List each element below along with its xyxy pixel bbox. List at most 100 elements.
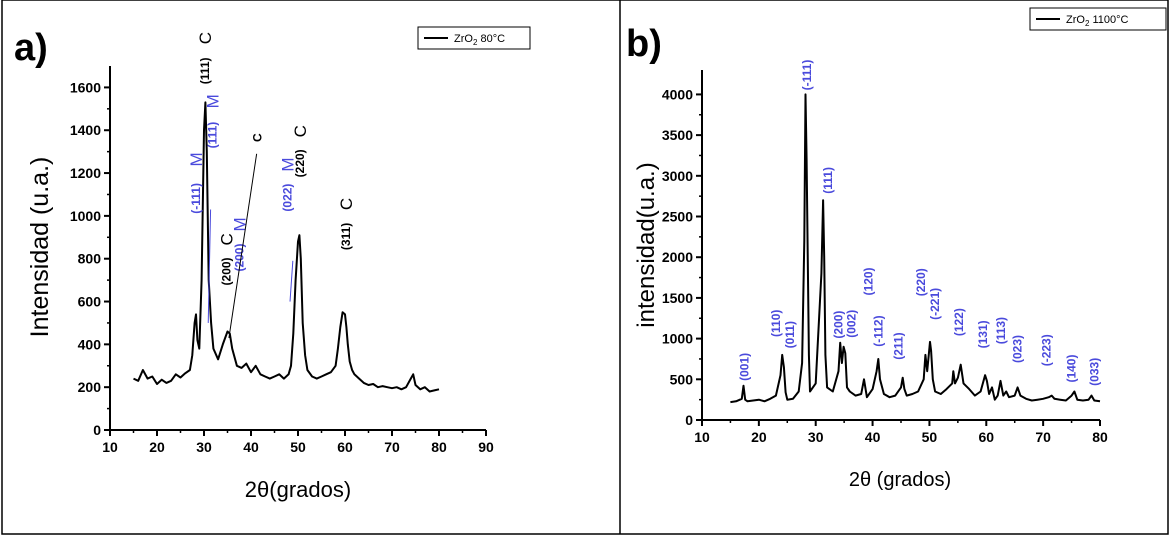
x-tick-label: 20 (751, 429, 767, 445)
peak-annotation: (110) (769, 310, 783, 337)
y-tick-label: 1600 (70, 79, 101, 95)
peak-annotation: (200) (831, 311, 845, 339)
y-tick-label: 1200 (70, 165, 101, 181)
phase-label: C (337, 198, 356, 210)
y-axis-label: intensidad(u.a.) (633, 162, 660, 327)
peak-annotation: (111) (821, 167, 835, 194)
peak-label: (111) (198, 57, 212, 84)
legend-label: ZrO2 1100°C (1066, 14, 1129, 28)
peak-annotation: C (251, 133, 265, 142)
x-tick-label: 70 (384, 439, 400, 455)
legend-box (417, 26, 531, 50)
y-tick-label: 1000 (662, 331, 693, 347)
y-tick-label: 1000 (70, 208, 101, 224)
x-tick-label: 60 (337, 439, 353, 455)
peak-label: (033) (1087, 358, 1101, 386)
peak-annotation: (022) M (279, 157, 298, 211)
y-tick-label: 1400 (70, 122, 101, 138)
peak-label: (311) (339, 223, 353, 250)
phase-label: C (291, 125, 310, 137)
y-tick-label: 600 (78, 294, 102, 310)
peak-annotation: (220) (914, 268, 928, 296)
x-tick-label: 10 (102, 439, 118, 455)
diffractogram-line (133, 101, 440, 393)
phase-label: M (203, 94, 222, 108)
legend-box (1029, 7, 1167, 31)
x-axis-label: 2θ(grados) (245, 477, 351, 502)
y-tick-label: 500 (670, 371, 694, 387)
peak-label: (200) (220, 257, 234, 285)
x-tick-label: 90 (478, 439, 494, 455)
peak-label: (220) (914, 268, 928, 296)
peak-annotation: (023) (1011, 335, 1025, 363)
peak-annotation: (120) (862, 267, 876, 295)
y-tick-label: 3500 (662, 127, 693, 143)
peak-label: (011) (783, 321, 797, 348)
peak-label: (002) (845, 310, 859, 338)
y-tick-label: 1500 (662, 290, 693, 306)
phase-label: M (279, 157, 298, 171)
y-tick-label: 3000 (662, 168, 693, 184)
peak-annotation: (-223) (1040, 334, 1054, 366)
peak-annotation: (-111) M (187, 152, 206, 213)
peak-annotation: (211) (892, 332, 906, 359)
peak-annotation: (-112) (871, 315, 885, 346)
peak-label: (200) (831, 311, 845, 339)
x-axis-label: 2θ (grados) (849, 469, 951, 491)
peak-annotation: (-221) (928, 288, 942, 320)
peak-annotation: (131) (976, 320, 990, 348)
y-axis-label: Intensidad (u.a.) (26, 157, 54, 338)
diffractogram-line (730, 93, 1101, 404)
x-tick-label: 80 (431, 439, 447, 455)
phase-label: C (218, 233, 237, 245)
x-tick-label: 70 (1035, 429, 1051, 445)
annotation-leader-line (289, 260, 294, 302)
peak-label: C (251, 133, 265, 142)
y-tick-label: 4000 (662, 86, 693, 102)
y-tick-label: 200 (78, 379, 102, 395)
peak-label: (-112) (871, 315, 885, 346)
legend-label: ZrO2 80°C (454, 33, 505, 47)
panel-b: 10 20 30 40 50 60 70 80 0 500 1000 1500 2000 2500 3000… (626, 7, 1167, 491)
peak-label: (110) (769, 310, 783, 337)
peak-annotation: (011) (783, 321, 797, 348)
peak-annotation: (200) C (218, 233, 237, 285)
peak-label: (022) (281, 184, 295, 212)
phase-label: M (187, 152, 206, 166)
peak-annotation: (033) (1087, 358, 1101, 386)
panel-a: 10 20 30 40 50 60 70 80 90 0 200 400 600 800 1000 1200 1… (14, 26, 531, 502)
peak-label: (-111) (800, 60, 814, 91)
peak-annotation: (001) (738, 353, 752, 381)
peak-annotation: (-111) (800, 60, 814, 91)
peak-label: (140) (1065, 355, 1079, 383)
x-tick-label: 50 (290, 439, 306, 455)
x-tick-label: 80 (1092, 429, 1108, 445)
peak-label: (023) (1011, 335, 1025, 363)
peak-label: (001) (738, 353, 752, 381)
peak-label: (113) (994, 317, 1008, 344)
peak-label: (111) (205, 122, 219, 149)
x-tick-label: 20 (149, 439, 165, 455)
panel-label: a) (14, 27, 48, 69)
x-tick-label: 40 (243, 439, 259, 455)
peak-annotation: (113) (994, 317, 1008, 344)
y-tick-label: 2500 (662, 209, 693, 225)
x-tick-label: 60 (978, 429, 994, 445)
peak-annotation: (111) M (203, 94, 222, 148)
peak-annotation: (311) C (337, 198, 356, 250)
y-tick-label: 0 (93, 422, 101, 438)
peak-annotation: (002) (845, 310, 859, 338)
annotation-leader-line (207, 209, 212, 323)
peak-annotation: (122) (952, 308, 966, 336)
peak-annotation: (140) (1065, 355, 1079, 383)
peak-label: (-111) (189, 183, 203, 214)
peak-label: (122) (952, 308, 966, 336)
y-tick-label: 400 (78, 336, 102, 352)
peak-label: (131) (976, 320, 990, 348)
peak-label: (120) (862, 267, 876, 295)
x-tick-label: 50 (922, 429, 938, 445)
peak-annotation: (220) C (291, 125, 310, 177)
